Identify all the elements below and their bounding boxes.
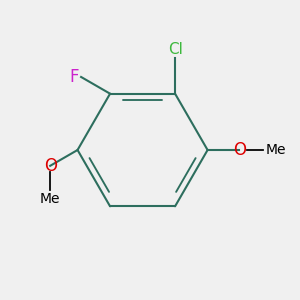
Text: Me: Me	[40, 192, 61, 206]
Text: O: O	[44, 157, 57, 175]
Text: F: F	[70, 68, 79, 86]
Text: Cl: Cl	[168, 42, 182, 57]
Text: Me: Me	[265, 143, 286, 157]
Text: O: O	[233, 141, 246, 159]
